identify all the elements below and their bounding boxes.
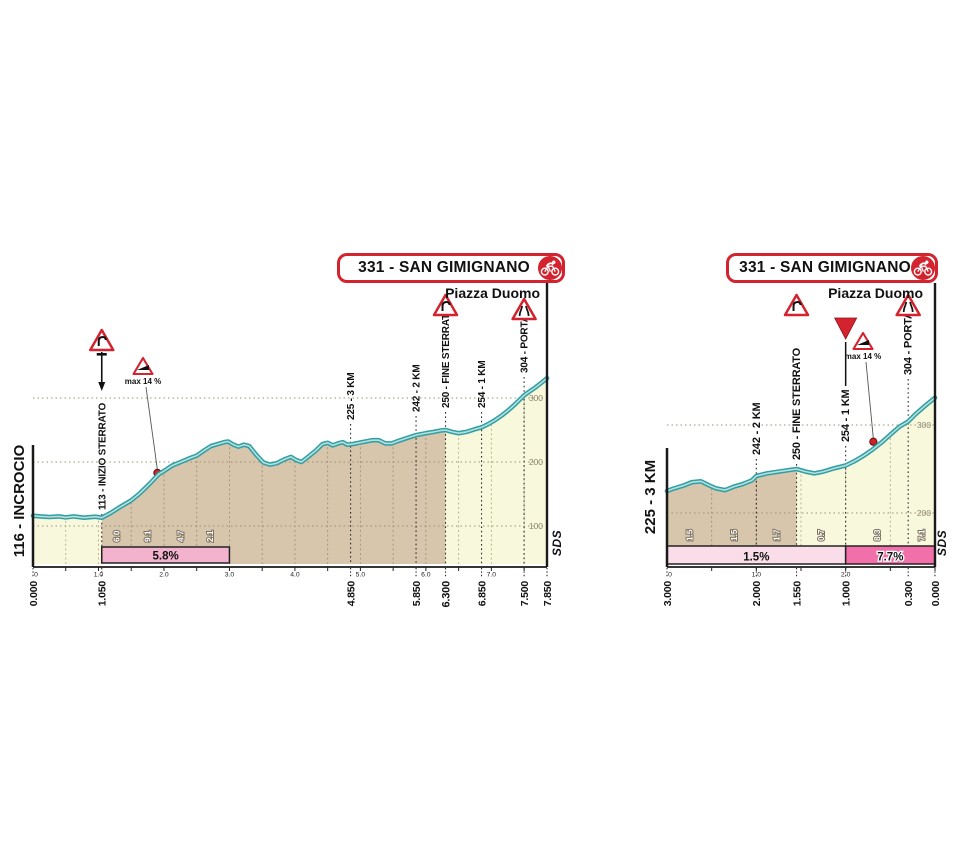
axis-tick-label: 0 [668,572,672,579]
elevation-label: 100 [529,521,543,531]
profile-line-core [32,377,548,519]
segment-start-label: 225 - 3 KM [642,459,659,535]
axis-tick-label: 0 [34,572,38,579]
down-arrow-icon [98,382,106,391]
axis-tick-label: 7.0 [487,572,497,579]
distance-label: 0.000 [28,581,40,607]
max-grade-leader [865,361,874,439]
warning-sign-curve [432,293,459,317]
elevation-label: 200 [917,508,931,518]
distance-label: 4.850 [345,581,357,607]
gradient-cell-value: 0.7 [816,529,826,541]
distance-label: 0.300 [903,581,915,607]
distance-label: 1.000 [840,581,852,607]
distance-label: 7.500 [519,581,531,607]
waypoint-label: 113 - INIZIO STERRATO [97,402,108,510]
gradient-cell-value: 6.0 [111,530,121,542]
waypoint-label: 304 - PORTA [520,315,531,373]
distance-label: 7.850 [542,581,554,607]
finish-subtitle: Piazza Duomo [828,285,923,301]
elevation-label: 300 [917,420,931,430]
elevation-label: 200 [529,457,543,467]
warning-sign-road-narrows [511,297,537,321]
distance-label: 5.850 [411,581,423,607]
cyclist-icon [911,256,935,280]
max-grade-leader [145,386,158,470]
max-grade-dot [869,437,878,446]
surface-fill-asphalt [445,378,547,564]
waypoint-label: 242 - 2 KM [412,365,423,412]
gradient-cell-value: 7.1 [917,529,927,541]
gradient-cell-value: 1.5 [684,529,694,541]
flamme-rouge-icon [833,317,858,340]
max-grade-label: max 14 % [845,352,881,361]
finish-badge: 331 - SAN GIMIGNANO [726,253,938,283]
surface-fill-gravel [667,469,797,546]
distance-label: 2.000 [751,581,763,607]
surface-fill-asphalt [796,397,935,546]
waypoint-label: 250 - FINE STERRATO [791,347,803,460]
finish-badge-label: 331 - SAN GIMIGNANO [358,259,530,276]
start-point-label: 116 - INCROCIO [11,444,28,558]
avg-gradient-label: 7.7% [877,552,903,564]
sds-logo: SDS [550,529,564,557]
axis-tick-label: 1.0 [94,572,104,579]
warning-sign-road-narrows [895,293,921,317]
distance-label: 3.000 [662,581,674,607]
profile-line-core [666,397,936,492]
warning-sign-slope [852,331,874,351]
gradient-cell-value: 4.7 [175,530,185,542]
waypoint-label: 254 - 1 KM [477,361,488,408]
waypoint-label: 304 - PORTA [903,311,915,375]
avg-gradient-box [101,546,231,564]
axis-tick-label: 2.0 [159,572,169,579]
warning-sign-curve [783,293,810,317]
distance-label: 1.550 [791,581,803,607]
axis-tick-label: 3.0 [225,572,235,579]
waypoint-label: 254 - 1 KM [840,390,852,442]
avg-gradient-label: 5.8% [152,551,178,563]
gradient-cell-value: 9.1 [143,530,153,542]
gradient-cell-value: 1.7 [771,529,781,541]
waypoint-label: 250 - FINE STERRATO [441,306,452,408]
distance-label: 0.000 [930,581,942,607]
gradient-cell-value: 8.3 [872,529,882,541]
warning-sign-slope [132,356,154,376]
finish-badge-label: 331 - SAN GIMIGNANO [739,259,911,276]
axis-tick-label: 4.0 [290,572,300,579]
surface-fill-gravel [101,430,446,564]
gradient-cell-value: 1.5 [729,529,739,541]
distance-label: 6.300 [440,581,452,608]
finish-badge: 331 - SAN GIMIGNANO [337,253,565,283]
waypoint-label: 242 - 2 KM [751,403,763,455]
chart-last-3km: 200 300 1.5% 7.7% 1.5 1.5 1.7 0.7 8.3 7.1 242 - 2 … [662,283,942,606]
distance-label: 1.050 [97,581,109,607]
chart-finale-7.85km: 100 200 300 5.8% 6.0 9.1 4.7 2.1 113 - INIZIO ST… [28,283,554,608]
max-grade-label: max 14 % [125,377,161,386]
warning-sign-gravel-road [89,328,115,356]
avg-gradient-label: 1.5% [743,552,769,564]
waypoint-label: 225 - 3 KM [346,373,357,420]
axis-tick-label: 6.0 [421,572,431,579]
surface-fill-asphalt [33,515,102,564]
distance-label: 6.850 [476,581,488,607]
cyclist-icon [538,256,562,280]
axis-tick-label: 5.0 [356,572,366,579]
gradient-cell-value: 2.1 [205,530,215,542]
sds-logo: SDS [935,529,949,557]
finish-subtitle: Piazza Duomo [445,285,540,301]
elevation-label: 300 [529,393,543,403]
